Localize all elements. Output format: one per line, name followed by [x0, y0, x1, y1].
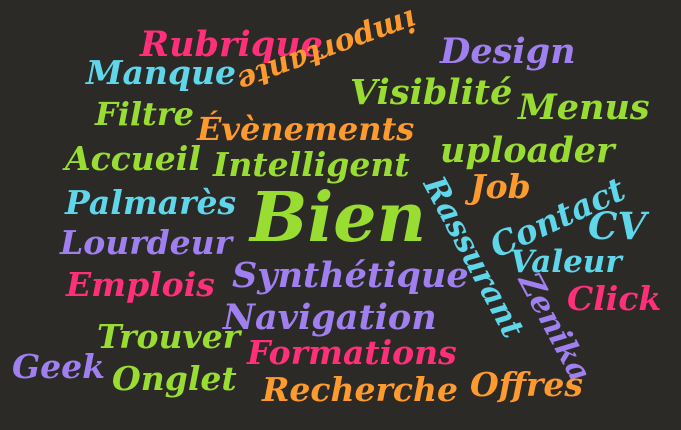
word-synthetique: Synthétique	[232, 255, 469, 296]
word-palmares: Palmarès	[65, 183, 237, 222]
word-manque: Manque	[86, 53, 236, 92]
word-accueil: Accueil	[65, 139, 201, 178]
word-evenements: Évènements	[197, 110, 415, 148]
word-lourdeur: Lourdeur	[60, 223, 233, 262]
word-rubrique: Rubrique	[140, 24, 323, 65]
word-bien: Bien	[250, 178, 427, 258]
word-recherche: Recherche	[262, 370, 458, 409]
word-offres: Offres	[470, 365, 584, 404]
word-navigation: Navigation	[223, 297, 437, 338]
word-formations: Formations	[247, 333, 457, 372]
word-trouver: Trouver	[97, 317, 241, 356]
word-onglet: Onglet	[112, 359, 237, 398]
word-uploader: uploader	[440, 130, 615, 171]
word-emplois: Emplois	[66, 265, 215, 304]
word-job: Job	[470, 167, 531, 206]
word-cv: CV	[588, 204, 647, 248]
word-menus: Menus	[518, 87, 650, 128]
word-design: Design	[440, 31, 576, 72]
word-intelligent: Intelligent	[213, 145, 410, 184]
word-geek: Geek	[12, 347, 106, 386]
word-filtre: Filtre	[95, 95, 195, 133]
word-visiblite: Visiblité	[350, 72, 513, 113]
word-valeur: Valeur	[510, 244, 622, 280]
word-click: Click	[567, 279, 662, 318]
